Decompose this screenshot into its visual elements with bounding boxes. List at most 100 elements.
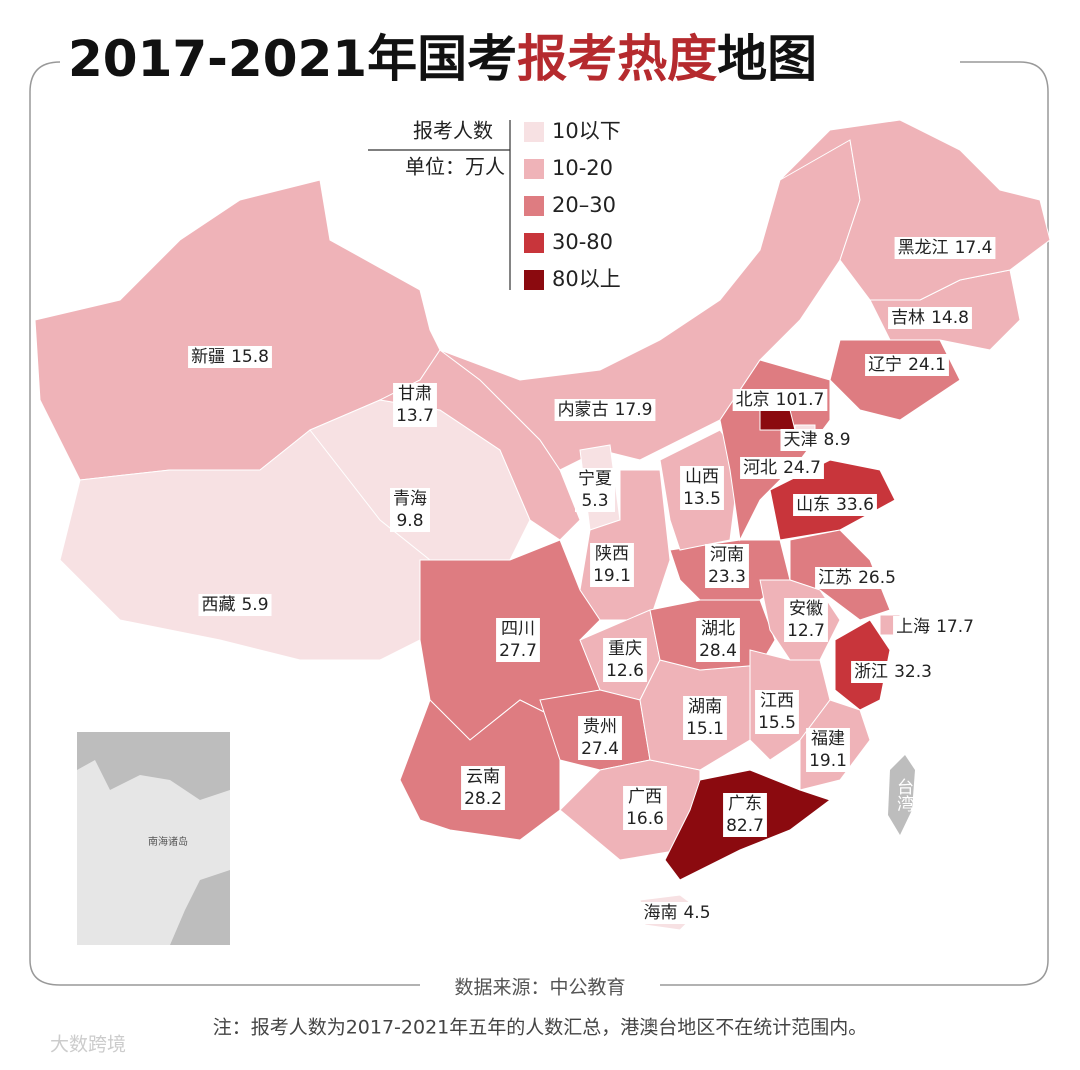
province-name: 黑龙江 — [898, 238, 949, 258]
label-background — [390, 488, 430, 532]
province-label: 河北 24.7 — [743, 458, 821, 478]
province-name: 内蒙古 — [558, 400, 609, 420]
province-label: 江西 15.5 — [758, 691, 796, 733]
province-name: 海南 — [643, 903, 677, 923]
legend-label: 80以上 — [552, 267, 621, 291]
province-value: 101.7 — [776, 390, 825, 410]
province-value: 33.6 — [836, 495, 874, 515]
label-background — [496, 618, 540, 662]
province-label: 黑龙江 17.4 — [898, 238, 993, 258]
province — [759, 409, 796, 431]
province-label: 甘肃 13.7 — [396, 384, 434, 426]
title: 2017-2021年国考报考热度地图 — [68, 30, 817, 88]
province-name: 青海 — [393, 489, 427, 509]
province-value: 4.5 — [683, 903, 710, 923]
province-value: 28.2 — [464, 789, 502, 809]
taiwan-label: 台湾 — [893, 778, 914, 813]
taiwan-shape — [888, 755, 915, 835]
province-value: 24.1 — [908, 355, 946, 375]
label-background — [888, 307, 972, 329]
legend-title: 报考人数 — [413, 119, 493, 143]
province-name: 山东 — [796, 495, 830, 515]
label-background — [696, 618, 740, 662]
labels: 新疆 15.8西藏 5.9青海 9.8甘肃 13.7 内蒙古 17.9宁夏 5.3陕西 19.1… — [188, 237, 996, 924]
province-label: 天津 8.9 — [783, 430, 850, 450]
label-background — [198, 594, 272, 616]
province-name: 上海 — [896, 617, 930, 637]
province-value: 13.5 — [683, 489, 721, 509]
label-background — [188, 346, 272, 368]
province-value: 12.7 — [787, 621, 825, 641]
note: 注：报考人数为2017-2021年五年的人数汇总，港澳台地区不在统计范围内。 — [213, 1017, 868, 1039]
province-value: 17.7 — [936, 617, 974, 637]
province-name: 江苏 — [818, 568, 852, 588]
province-name: 河南 — [710, 545, 744, 565]
province-value: 16.6 — [626, 809, 664, 829]
legend-swatch — [524, 159, 544, 179]
label-background — [554, 399, 656, 421]
province-label: 辽宁 24.1 — [868, 355, 946, 375]
province-value: 17.9 — [615, 400, 653, 420]
legend-unit: 单位：万人 — [405, 155, 505, 179]
province-label: 湖南 15.1 — [686, 697, 724, 739]
province-name: 甘肃 — [398, 384, 432, 404]
province-name: 湖北 — [701, 619, 735, 639]
province-value: 27.4 — [581, 739, 619, 759]
label-background — [578, 716, 622, 760]
label-background — [893, 616, 977, 638]
province-label: 山东 33.6 — [796, 495, 874, 515]
label-background — [603, 638, 647, 682]
province-name: 吉林 — [891, 308, 925, 328]
label-background — [865, 354, 949, 376]
province-label: 北京 101.7 — [736, 390, 825, 410]
province-label: 湖北 28.4 — [699, 619, 737, 661]
province-value: 15.1 — [686, 719, 724, 739]
legend-swatch — [524, 122, 544, 142]
province-name: 宁夏 — [578, 469, 612, 489]
title-part: 报考热度 — [517, 30, 717, 88]
province-name: 云南 — [466, 767, 500, 787]
label-background — [806, 728, 850, 772]
province-label: 内蒙古 17.9 — [558, 400, 653, 420]
province-name: 贵州 — [583, 717, 617, 737]
province-name: 江西 — [760, 691, 794, 711]
province-value: 13.7 — [396, 406, 434, 426]
inset-land — [77, 732, 230, 800]
province-name: 西藏 — [201, 595, 235, 615]
label-background — [894, 237, 996, 259]
province-name: 重庆 — [608, 639, 642, 659]
province-label: 山西 13.5 — [683, 467, 721, 509]
province-name: 天津 — [783, 430, 817, 450]
province-label: 重庆 12.6 — [606, 639, 644, 681]
label-background — [740, 457, 824, 479]
province-label: 云南 28.2 — [464, 767, 502, 809]
label-background — [393, 383, 437, 427]
province-label: 江苏 26.5 — [818, 568, 896, 588]
province-label: 广西 16.6 — [626, 787, 664, 829]
province-name: 北京 — [736, 390, 770, 410]
label-background — [623, 786, 667, 830]
legend-label: 10以下 — [552, 119, 621, 143]
province-label: 新疆 15.8 — [191, 347, 269, 367]
label-background — [755, 690, 799, 734]
label-background — [793, 494, 877, 516]
province-label: 青海 9.8 — [393, 489, 427, 531]
province-label: 浙江 32.3 — [854, 662, 932, 682]
province-label: 四川 27.7 — [499, 619, 537, 661]
province-value: 32.3 — [894, 662, 932, 682]
province-name: 湖南 — [688, 697, 722, 717]
province-value: 17.4 — [955, 238, 993, 258]
province-label: 西藏 5.9 — [201, 595, 268, 615]
legend-label: 10-20 — [552, 156, 613, 180]
inset: 南海诸岛 — [77, 732, 230, 945]
province-label: 海南 4.5 — [643, 903, 710, 923]
province-value: 23.3 — [708, 567, 746, 587]
province-value: 26.5 — [858, 568, 896, 588]
province-value: 5.3 — [581, 491, 608, 511]
legend: 报考人数 单位：万人 10以下 10-20 20–30 30-80 80以上 — [368, 119, 621, 291]
province-value: 14.8 — [931, 308, 969, 328]
province-name: 山西 — [685, 467, 719, 487]
legend-label: 30-80 — [552, 230, 613, 254]
